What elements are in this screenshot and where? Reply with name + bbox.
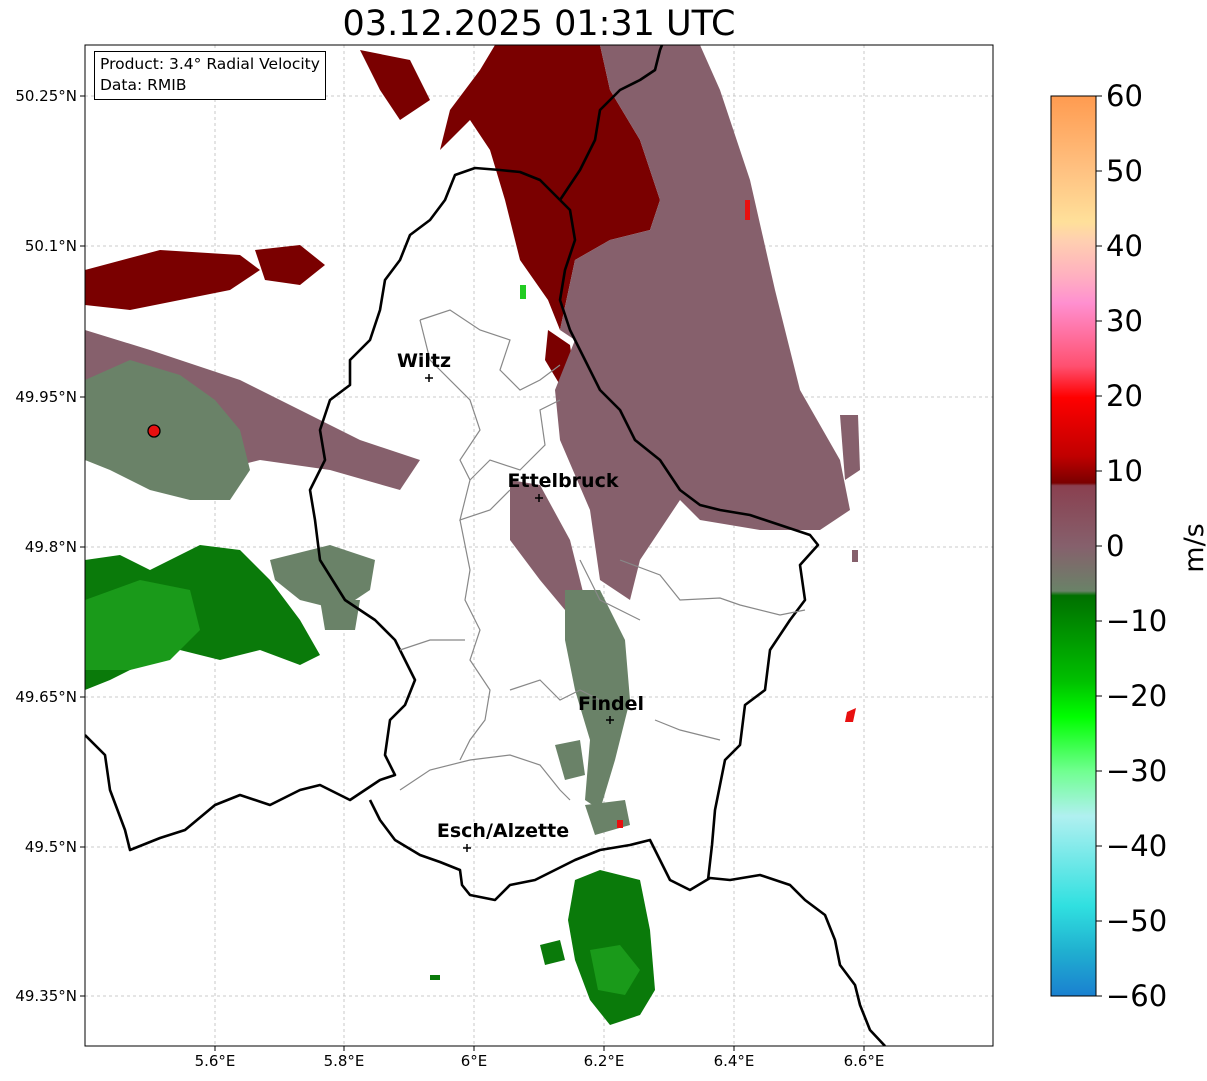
colorbar-tick-label: −40 [1106,829,1168,863]
city-label-ettelbruck: Ettelbruck [507,470,619,492]
axis-ticks [80,95,865,1051]
echo-outbound-strong [85,45,660,385]
colorbar-tick-label: 30 [1106,304,1143,338]
lon-tick-label: 6.6°E [843,1052,885,1070]
echo-outbound-weak [85,45,860,610]
radar-site-icon [147,424,161,438]
lon-tick-label: 6.4°E [713,1052,755,1070]
lat-tick-label: 49.35°N [15,987,77,1005]
colorbar-tick-label: 50 [1106,154,1143,188]
city-label-findel: Findel [577,693,645,715]
gridlines [85,45,993,1046]
lat-tick-label: 49.65°N [15,688,77,706]
echo-inbound-strong [85,580,640,995]
lat-tick-label: 49.8°N [24,538,77,556]
echo-near-zero [85,360,630,835]
colorbar-unit-label: m/s [1179,523,1207,573]
colorbar-tick-label: 40 [1106,229,1143,263]
country-borders [85,45,886,1046]
lon-tick-label: 6.2°E [583,1052,625,1070]
city-label-esch-alzette: Esch/Alzette [436,820,570,842]
product-label: Product: 3.4° Radial Velocity [100,55,320,73]
colorbar-tick-label: 10 [1106,454,1143,488]
colorbar-tick-label: 20 [1106,379,1143,413]
colorbar-tick-label: −30 [1106,754,1168,788]
city-label-wiltz: Wiltz [396,350,452,372]
lat-tick-label: 50.1°N [24,237,77,255]
colorbar-tick-label: −50 [1106,904,1168,938]
lat-tick-label: 49.5°N [24,838,77,856]
canton-boundaries [399,309,806,801]
colorbar-tick-label: 0 [1106,529,1125,563]
info-box: Product: 3.4° Radial Velocity Data: RMIB [94,51,326,100]
colorbar-tick-label: −10 [1106,604,1168,638]
lat-tick-label: 50.25°N [15,87,77,105]
colorbar-tick-label: 60 [1106,79,1143,113]
map-title: 03.12.2025 01:31 UTC [342,4,736,44]
city-markers [425,374,614,852]
lon-tick-label: 6°E [460,1052,488,1070]
colorbar-tick-label: −60 [1106,979,1168,1013]
data-source-label: Data: RMIB [100,76,187,94]
lon-tick-label: 5.8°E [323,1052,365,1070]
plot-frame [84,44,994,1047]
colorbar-tick-label: −20 [1106,679,1168,713]
colorbar [1050,95,1102,997]
lon-tick-label: 5.6°E [194,1052,236,1070]
echo-spots [430,200,858,980]
lat-tick-label: 49.95°N [15,388,77,406]
